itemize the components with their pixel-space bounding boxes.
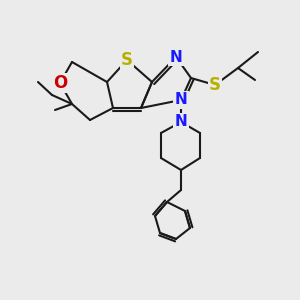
Text: S: S bbox=[121, 51, 133, 69]
Text: S: S bbox=[209, 76, 221, 94]
Text: N: N bbox=[169, 50, 182, 64]
Text: N: N bbox=[175, 92, 188, 107]
Text: O: O bbox=[53, 74, 67, 92]
Text: N: N bbox=[175, 115, 188, 130]
